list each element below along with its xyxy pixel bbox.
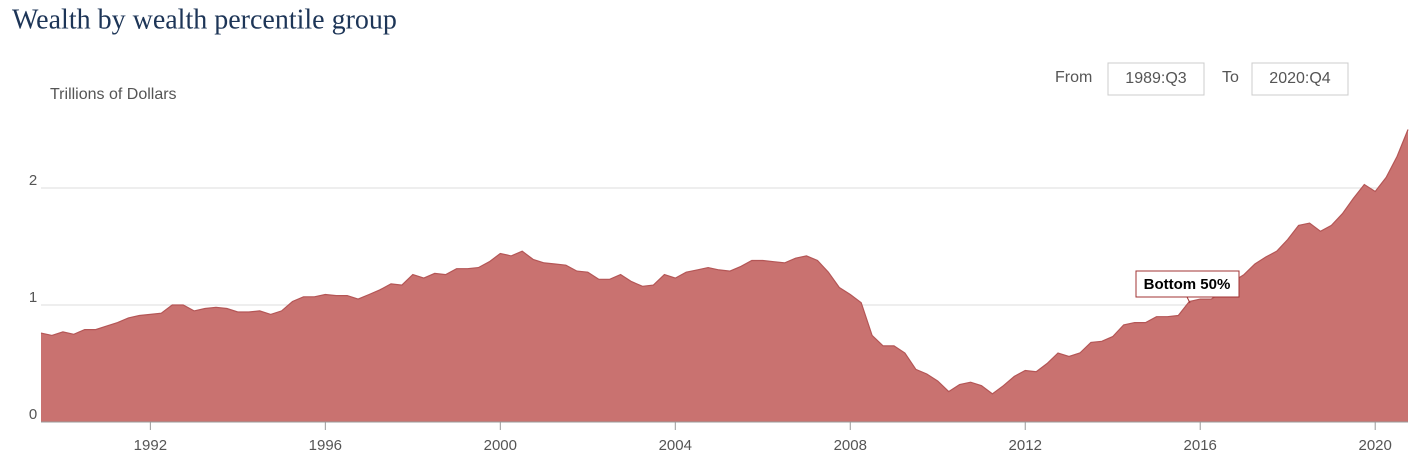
x-tick-label: 2004 [659, 437, 692, 454]
series-annotation: Bottom 50% [1135, 270, 1240, 304]
annotation-box [1135, 270, 1240, 298]
input-box [1107, 62, 1205, 96]
area-line [40, 129, 1409, 395]
x-tick-label: 2012 [1009, 437, 1042, 454]
from-value: 1989:Q3 [1125, 70, 1186, 87]
y-tick-label: 2 [29, 172, 37, 189]
x-tick-label: 1992 [134, 437, 167, 454]
plot-area: 0 1 2 1992 1996 2000 2004 2008 2012 2016 2020 [29, 129, 1409, 454]
x-tick-label: 2008 [834, 437, 867, 454]
to-value: 2020:Q4 [1269, 70, 1330, 87]
annotation-pointer [1186, 296, 1191, 304]
y-tick-label: 1 [29, 289, 37, 306]
area-fill [41, 129, 1408, 422]
x-tick-label: 2000 [484, 437, 517, 454]
to-input[interactable]: 2020:Q4 [1251, 62, 1349, 96]
from-input[interactable]: 1989:Q3 [1107, 62, 1205, 96]
y-axis-label: Trillions of Dollars [50, 86, 177, 103]
input-box [1251, 62, 1349, 96]
x-tick-label: 2020 [1359, 437, 1392, 454]
series-label: Bottom 50% [1144, 276, 1231, 293]
x-tick-label: 2016 [1184, 437, 1217, 454]
y-tick-label: 0 [29, 406, 37, 423]
x-tick-label: 1996 [309, 437, 342, 454]
to-label: To [1222, 69, 1239, 86]
chart-title: Wealth by wealth percentile group [12, 4, 397, 35]
from-label: From [1055, 69, 1092, 86]
